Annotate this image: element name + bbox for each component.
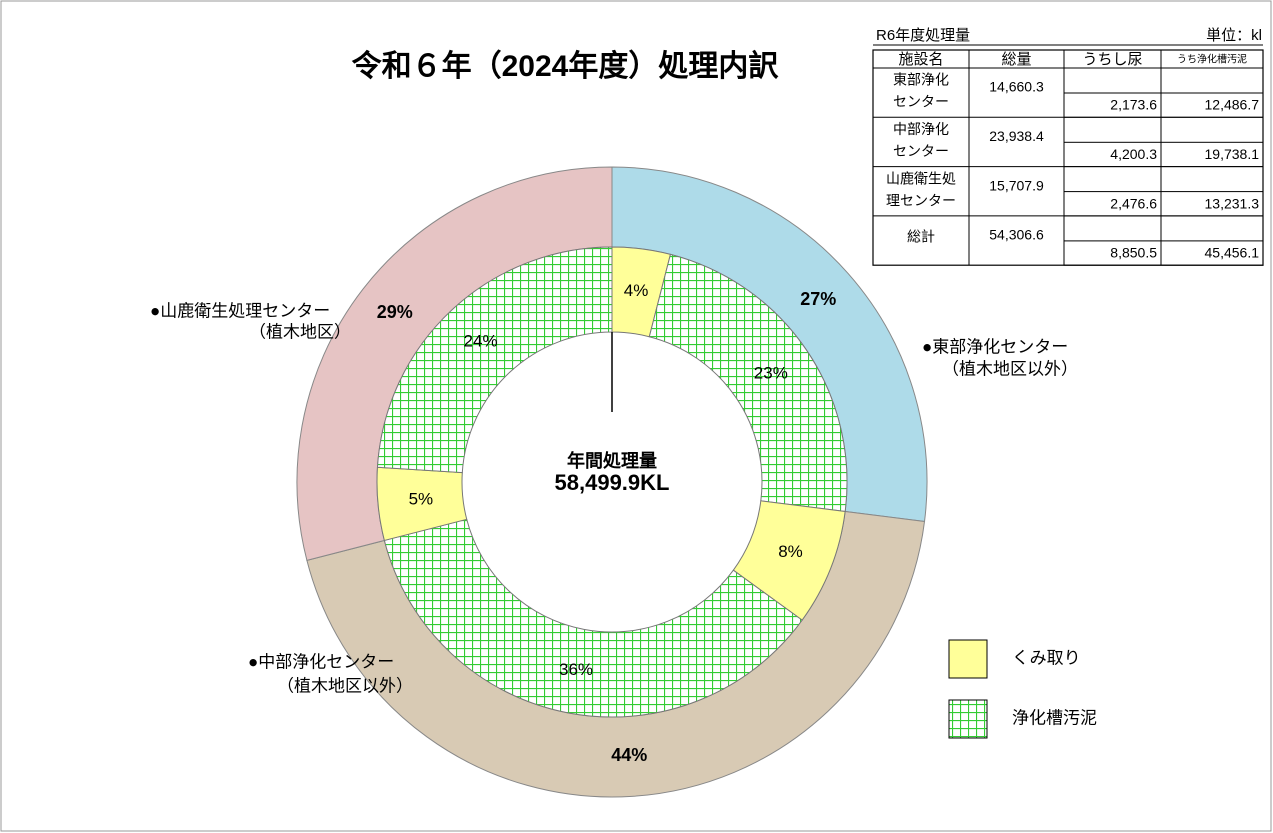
category-label: ●東部浄化センター: [922, 337, 1068, 356]
table-cell: センター: [893, 143, 949, 159]
table-cell: 8,850.5: [1110, 245, 1157, 261]
table-header: うちし尿: [1082, 51, 1142, 68]
table-cell: 45,456.1: [1205, 245, 1260, 261]
table-cell: 23,938.4: [989, 128, 1044, 144]
center-value: 58,499.9KL: [555, 470, 670, 495]
outer-value-label: 44%: [611, 745, 647, 765]
table-header: 総量: [1001, 51, 1031, 68]
inner-value-label: 8%: [778, 542, 803, 561]
table-unit: 単位：kl: [1206, 27, 1262, 44]
inner-value-label: 4%: [624, 281, 649, 300]
page: {"chart_data": {"type": "donut", "title"…: [0, 0, 1273, 833]
table-cell: 2,476.6: [1110, 195, 1157, 211]
table-cell: 中部浄化: [893, 121, 949, 137]
category-label: ●山鹿衛生処理センター: [150, 301, 330, 320]
legend-label: くみ取り: [1012, 648, 1081, 667]
table-cell: 2,173.6: [1110, 97, 1157, 113]
center-label: 年間処理量: [567, 450, 657, 471]
category-label: ●中部浄化センター: [248, 652, 394, 671]
table-header: 施設名: [898, 51, 943, 68]
legend-swatch: [949, 700, 987, 738]
inner-value-label: 23%: [754, 364, 788, 383]
table-cell: 4,200.3: [1110, 146, 1157, 162]
category-sublabel: （植木地区）: [249, 322, 351, 341]
table-cell: 東部浄化: [893, 72, 949, 88]
table-cell: 14,660.3: [989, 79, 1044, 95]
inner-value-label: 36%: [559, 660, 593, 679]
table-cell: 54,306.6: [989, 227, 1044, 243]
table-cell: 山鹿衛生処: [886, 170, 956, 186]
table-header: うち浄化槽汚泥: [1177, 53, 1247, 66]
outer-value-label: 29%: [377, 302, 413, 322]
table-cell: 理センター: [886, 192, 956, 208]
table-cell: 12,486.7: [1205, 97, 1260, 113]
table-cell: 19,738.1: [1205, 146, 1260, 162]
table-cell: 総計: [907, 229, 935, 245]
inner-value-label: 24%: [464, 332, 498, 351]
category-sublabel: （植木地区以外）: [942, 359, 1078, 378]
chart-title: 令和６年（2024年度）処理内訳: [352, 49, 780, 83]
inner-value-label: 5%: [409, 490, 434, 509]
legend-label: 浄化槽汚泥: [1012, 708, 1097, 727]
outer-value-label: 27%: [800, 289, 836, 309]
category-sublabel: （植木地区以外）: [277, 676, 413, 695]
chart: 令和６年（2024年度）処理内訳 27% ●東部浄化センター （植木地区以外） 44%…: [0, 0, 1273, 833]
table-cell: センター: [893, 94, 949, 110]
table-cell: 13,231.3: [1205, 195, 1260, 211]
legend-swatch: [949, 640, 987, 678]
table-cell: 15,707.9: [989, 177, 1044, 193]
table-title: R6年度処理量: [876, 27, 970, 44]
